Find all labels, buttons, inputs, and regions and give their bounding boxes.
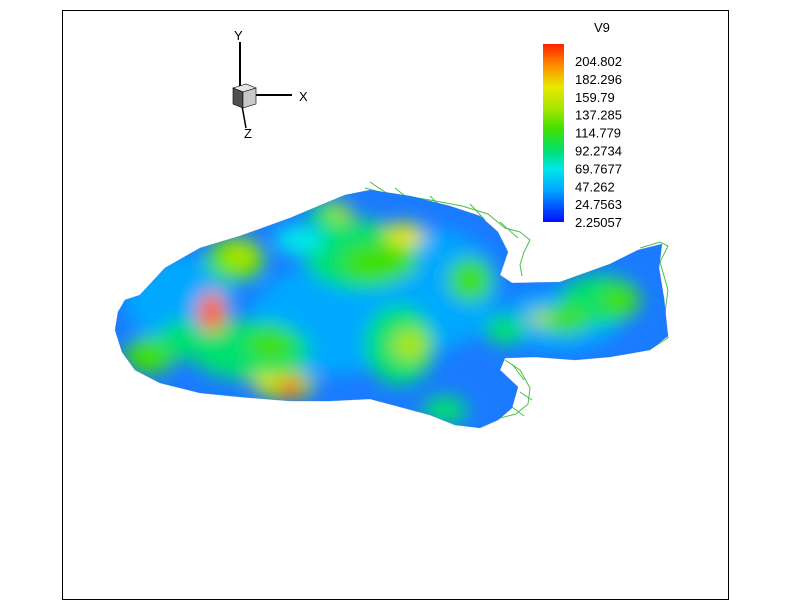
legend-level-label: 182.296	[575, 72, 622, 87]
fin-wireframe	[364, 181, 669, 419]
field-region	[284, 383, 300, 395]
field-region	[328, 204, 352, 222]
legend-level-label: 137.285	[575, 108, 622, 123]
fish-surface	[115, 190, 668, 428]
field-region	[385, 223, 425, 247]
field-region	[485, 315, 525, 345]
legend-level-label: 2.25057	[575, 215, 622, 230]
legend-level-label: 47.262	[575, 179, 615, 194]
legend-level-label: 204.802	[575, 54, 622, 69]
legend-level-label: 24.7563	[575, 197, 622, 212]
field-region	[275, 225, 325, 255]
field-region	[342, 242, 418, 282]
field-region	[204, 300, 220, 324]
z-axis-label: Z	[244, 126, 252, 141]
legend-level-label: 69.7677	[575, 161, 622, 176]
y-axis-label: Y	[234, 28, 243, 43]
field-region	[423, 396, 467, 424]
color-legend: V9 204.802 182.296 159.79 137.285 114.779 92.…	[543, 20, 622, 230]
legend-level-label: 114.779	[575, 126, 621, 141]
field-region	[160, 320, 200, 360]
legend-colorbar	[543, 44, 564, 222]
field-region	[540, 306, 590, 334]
field-region	[252, 375, 272, 389]
field-region	[222, 240, 258, 270]
field-region	[448, 258, 492, 302]
legend-title: V9	[594, 20, 610, 35]
x-axis-label: X	[299, 89, 308, 104]
plot-frame	[62, 10, 729, 600]
field-region	[528, 310, 552, 326]
field-region	[248, 329, 292, 361]
legend-level-label: 159.79	[575, 90, 615, 105]
axis-triad: Y X Z	[232, 28, 308, 141]
legend-level-label: 92.2734	[575, 144, 622, 159]
field-region	[600, 285, 640, 315]
field-region	[392, 329, 428, 361]
fish-outline	[114, 189, 669, 429]
